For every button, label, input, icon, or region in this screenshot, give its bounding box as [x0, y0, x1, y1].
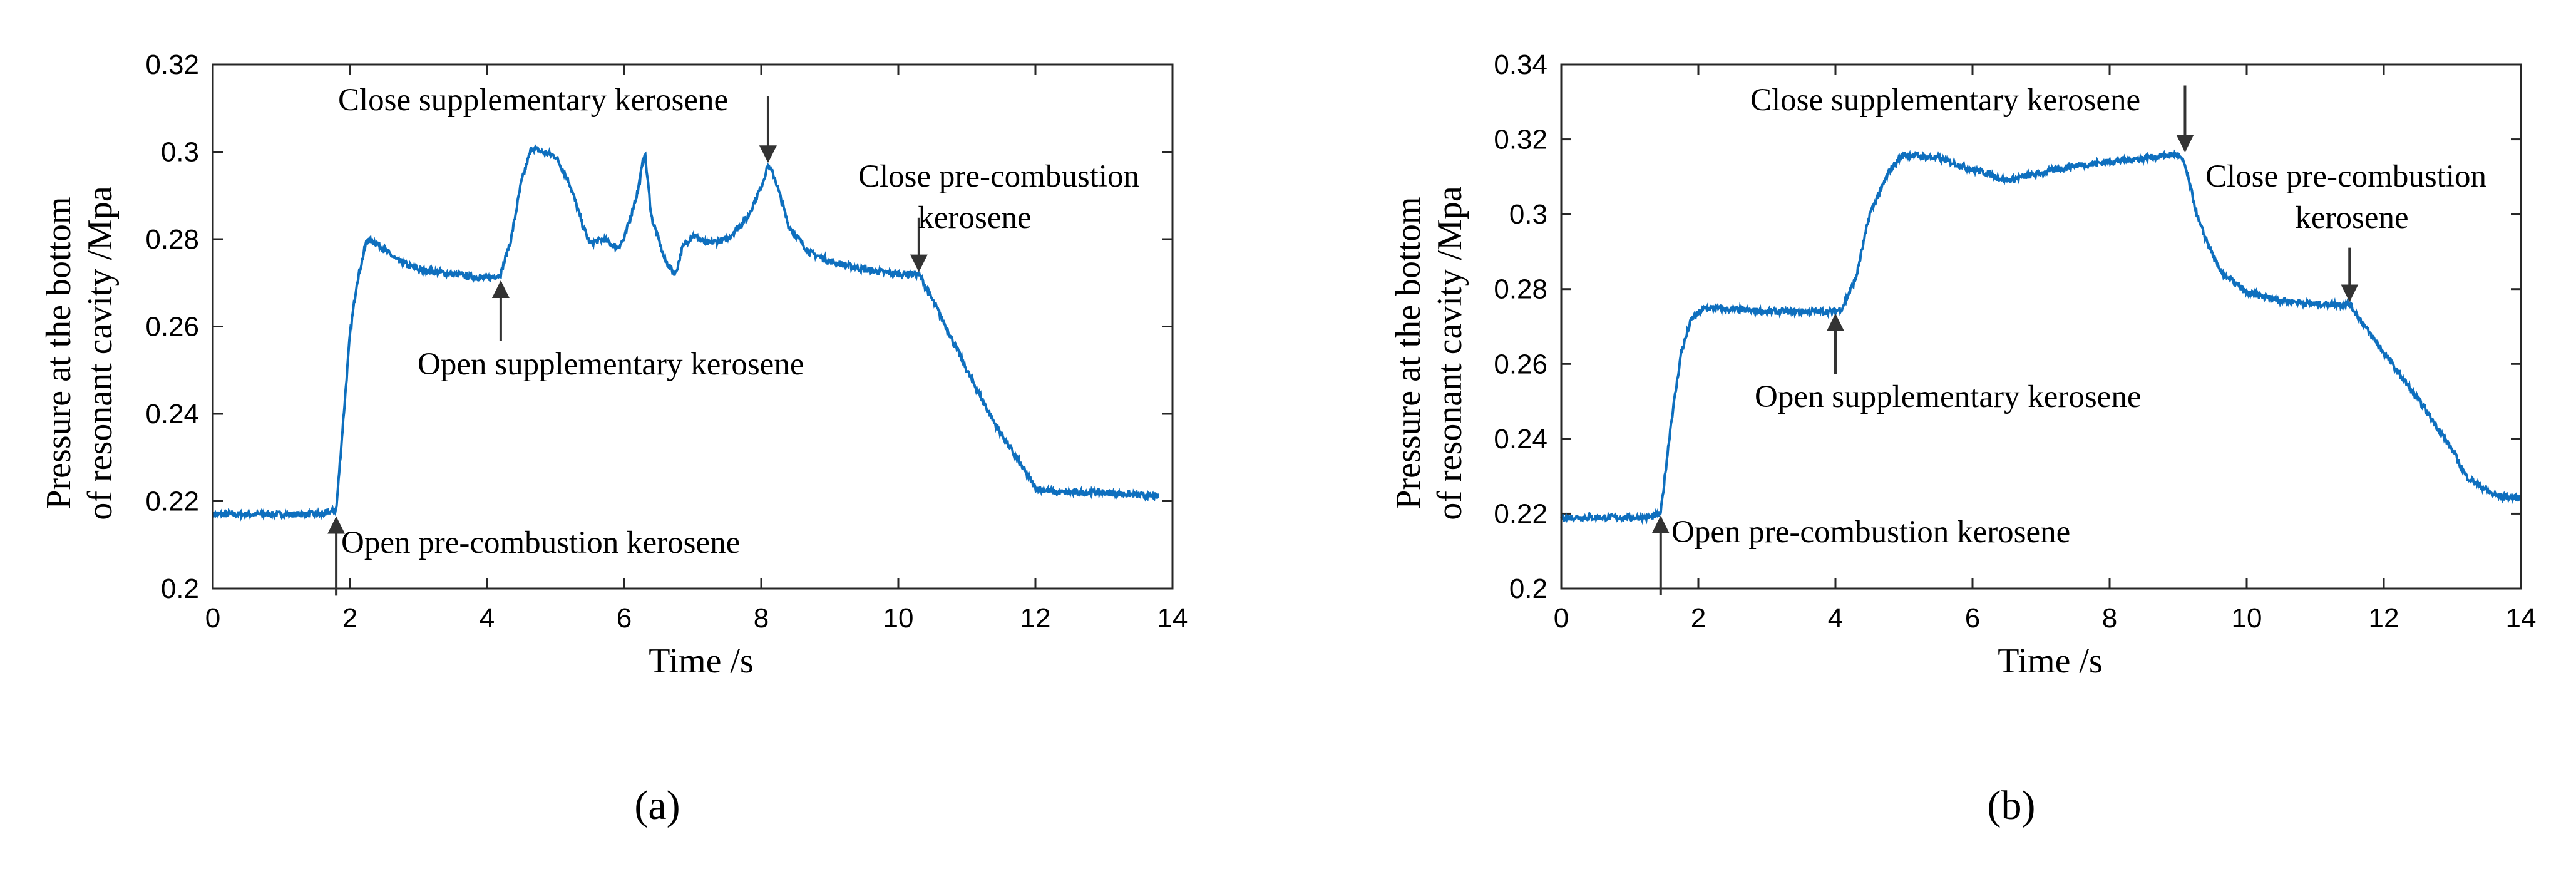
y-axis-title-b-line2: of resonant cavity /Mpa	[1430, 186, 1469, 520]
pressure-line-a	[212, 144, 1159, 522]
axis-ticks-a	[212, 63, 1174, 590]
x-tick-label-b-2: 4	[1828, 603, 1843, 634]
y-tick-label-a-5: 0.3	[161, 137, 199, 168]
y-tick-label-b-3: 0.26	[1494, 349, 1547, 379]
x-tick-label-a-2: 4	[480, 603, 495, 634]
y-tick-label-b-1: 0.22	[1494, 498, 1547, 529]
x-axis-title-b: Time /s	[1998, 642, 2103, 681]
annotation-close-pre-combustion-b-line2: kerosene	[2295, 200, 2408, 235]
y-tick-label-b-2: 0.24	[1494, 424, 1547, 455]
annotation-open-supplementary-a: Open supplementary kerosene	[418, 347, 804, 382]
annotation-close-pre-combustion-a-line2: kerosene	[918, 200, 1031, 235]
y-tick-label-b-6: 0.32	[1494, 125, 1547, 155]
chart-panel-b: 0.2 0.22 0.24 0.26 0.28 0.3 0.32 0.34 0 …	[1389, 49, 2536, 828]
y-axis-title-b-line1: Pressure at the bottom	[1389, 197, 1428, 509]
x-tick-label-a-6: 12	[1020, 603, 1051, 634]
x-tick-label-a-1: 2	[342, 603, 357, 634]
panel-label-b: (b)	[1988, 783, 2036, 828]
y-axis-title-a-line2: of resonant cavity /Mpa	[81, 186, 120, 520]
y-tick-label-a-6: 0.32	[145, 49, 199, 80]
x-tick-label-a-5: 10	[883, 603, 914, 634]
annotation-open-supplementary-b: Open supplementary kerosene	[1755, 379, 2141, 414]
chart-panel-a: 0.2 0.22 0.24 0.26 0.28 0.3 0.32 0 2 4 6…	[39, 49, 1188, 828]
y-tick-label-b-0: 0.2	[1509, 573, 1547, 604]
y-axis-title-a-line1: Pressure at the bottom	[39, 197, 78, 509]
x-tick-label-b-0: 0	[1554, 603, 1569, 634]
y-tick-label-b-4: 0.28	[1494, 274, 1547, 305]
x-tick-label-b-7: 14	[2506, 603, 2537, 634]
y-tick-label-b-7: 0.34	[1494, 49, 1547, 80]
annotation-open-pre-combustion-b: Open pre-combustion kerosene	[1671, 515, 2070, 550]
plot-frame-a	[212, 63, 1174, 590]
annotation-open-pre-combustion-a: Open pre-combustion kerosene	[341, 525, 740, 560]
x-tick-label-a-4: 8	[754, 603, 769, 634]
x-tick-label-a-3: 6	[617, 603, 632, 634]
y-tick-label-a-4: 0.28	[145, 224, 199, 255]
y-tick-label-a-1: 0.22	[145, 486, 199, 517]
x-tick-label-b-5: 10	[2232, 603, 2262, 634]
x-tick-label-b-1: 2	[1691, 603, 1706, 634]
panel-label-a: (a)	[634, 783, 680, 828]
annotation-close-supplementary-a: Close supplementary kerosene	[338, 83, 728, 118]
pressure-line-b	[1560, 149, 2522, 525]
x-axis-title-a: Time /s	[649, 642, 754, 681]
annotation-close-pre-combustion-b-line1: Close pre-combustion	[2205, 159, 2486, 194]
annotation-close-supplementary-b: Close supplementary kerosene	[1750, 83, 2140, 118]
x-tick-label-b-4: 8	[2102, 603, 2117, 634]
annotation-close-pre-combustion-a-line1: Close pre-combustion	[858, 159, 1139, 194]
axis-ticks-b	[1560, 63, 2522, 590]
y-tick-label-b-5: 0.3	[1509, 199, 1547, 230]
x-tick-label-b-6: 12	[2369, 603, 2399, 634]
y-tick-label-a-2: 0.24	[145, 399, 199, 429]
y-tick-label-a-3: 0.26	[145, 312, 199, 342]
x-tick-label-a-0: 0	[205, 603, 220, 634]
x-tick-label-b-3: 6	[1965, 603, 1980, 634]
y-tick-label-a-0: 0.2	[161, 573, 199, 604]
plot-frame-b	[1560, 63, 2522, 590]
x-tick-label-a-7: 14	[1157, 603, 1188, 634]
